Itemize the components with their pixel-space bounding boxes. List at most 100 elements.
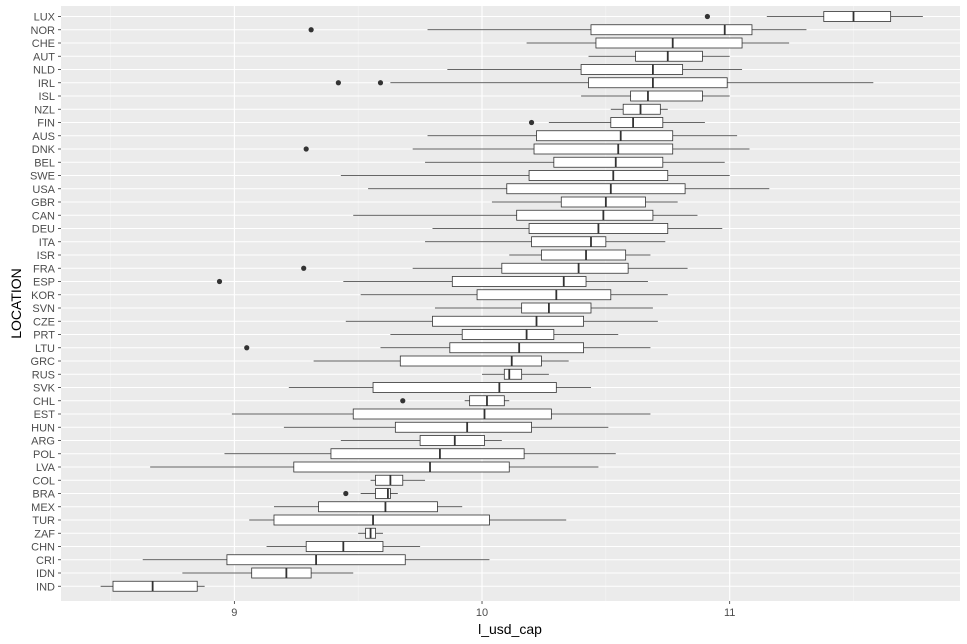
outlier-point — [343, 490, 349, 497]
box-svn — [434, 302, 653, 314]
outlier-point — [301, 265, 307, 271]
box-pol — [224, 448, 616, 460]
box-iqr — [394, 421, 532, 433]
box-cri — [142, 554, 490, 566]
box-lux — [704, 11, 923, 22]
box-isl — [581, 90, 730, 102]
box-iqr — [533, 143, 674, 155]
y-tick-label: LTU — [35, 343, 55, 355]
box-esp — [216, 276, 648, 287]
box-iqr — [503, 368, 523, 380]
box-iqr — [590, 24, 753, 36]
box-hun — [283, 421, 609, 433]
y-tick-label: NZL — [34, 104, 55, 116]
y-tick-label: FRA — [33, 263, 56, 275]
outlier-point — [303, 146, 309, 152]
x-axis-title: l_usd_cap — [478, 621, 542, 637]
box-rus — [482, 368, 549, 380]
box-chn — [266, 541, 421, 552]
y-tick-label: CHE — [32, 38, 55, 50]
box-iqr — [432, 315, 584, 327]
x-tick-label: 9 — [231, 607, 237, 619]
box-iqr — [273, 514, 490, 526]
y-tick-label: ISL — [38, 91, 55, 103]
outlier-point — [308, 27, 314, 33]
box-iqr — [352, 408, 552, 420]
outlier-point — [400, 398, 406, 404]
box-can — [353, 209, 698, 221]
y-tick-label: TUR — [32, 515, 55, 527]
y-tick-label: AUS — [32, 131, 55, 143]
y-tick-label: ISR — [37, 250, 55, 262]
box-nld — [447, 64, 743, 75]
y-tick-label: IDN — [36, 568, 55, 580]
y-tick-label: NLD — [33, 65, 55, 77]
y-tick-label: IND — [36, 581, 55, 593]
outlier-point — [335, 80, 341, 86]
x-axis: 9 10 11 — [231, 601, 735, 619]
box-iqr — [293, 461, 510, 473]
box-svk — [288, 382, 591, 393]
box-iqr — [372, 382, 557, 393]
box-iqr — [451, 276, 587, 287]
box-iqr — [553, 156, 664, 168]
box-iqr — [588, 77, 728, 89]
y-tick-label: SVK — [33, 383, 56, 395]
box-iqr — [516, 209, 654, 221]
box-gbr — [491, 196, 678, 208]
box-iqr — [823, 11, 892, 22]
box-zaf — [358, 527, 383, 539]
box-prt — [390, 329, 619, 340]
box-cze — [345, 315, 658, 327]
box-arg — [340, 435, 502, 446]
box-iqr — [560, 196, 646, 208]
box-tur — [249, 514, 567, 526]
box-iqr — [506, 183, 686, 195]
y-tick-label: CRI — [36, 555, 55, 567]
box-iqr — [318, 501, 438, 513]
box-dnk — [303, 143, 750, 155]
box-iqr — [501, 262, 629, 274]
box-iqr — [622, 103, 661, 115]
box-iqr — [580, 64, 684, 75]
outlier-point — [704, 13, 710, 20]
y-tick-label: CZE — [33, 316, 55, 328]
y-tick-label: LVA — [36, 462, 56, 474]
box-usa — [368, 183, 770, 195]
y-tick-label: USA — [32, 184, 55, 196]
outlier-point — [244, 345, 250, 351]
box-iqr — [630, 90, 703, 102]
box-fin — [528, 117, 705, 128]
box-grc — [313, 355, 569, 367]
box-iqr — [399, 355, 542, 367]
plot-panel — [61, 6, 960, 601]
box-iqr — [610, 117, 664, 128]
box-iqr — [635, 50, 703, 62]
box-ita — [425, 236, 666, 248]
box-iqr — [251, 567, 312, 579]
box-iqr — [305, 541, 384, 552]
y-tick-label: SVN — [32, 303, 55, 315]
box-iqr — [112, 580, 198, 592]
box-iqr — [375, 474, 404, 486]
box-iqr — [476, 289, 612, 301]
box-iqr — [419, 435, 485, 446]
box-nor — [308, 24, 807, 36]
y-tick-label: CHL — [33, 396, 55, 408]
y-tick-label: IRL — [38, 78, 55, 90]
y-tick-label: SWE — [30, 171, 55, 183]
box-nzl — [610, 103, 668, 115]
box-iqr — [595, 37, 743, 49]
y-tick-label: AUT — [33, 51, 55, 63]
y-tick-label: KOR — [31, 290, 55, 302]
box-iqr — [461, 329, 555, 340]
box-irl — [335, 77, 874, 89]
y-tick-label: CHN — [31, 542, 55, 554]
y-tick-label: CAN — [32, 210, 55, 222]
box-deu — [432, 223, 723, 234]
y-tick-label: EST — [34, 409, 56, 421]
y-tick-label: ZAF — [34, 528, 55, 540]
box-chl — [400, 395, 510, 407]
